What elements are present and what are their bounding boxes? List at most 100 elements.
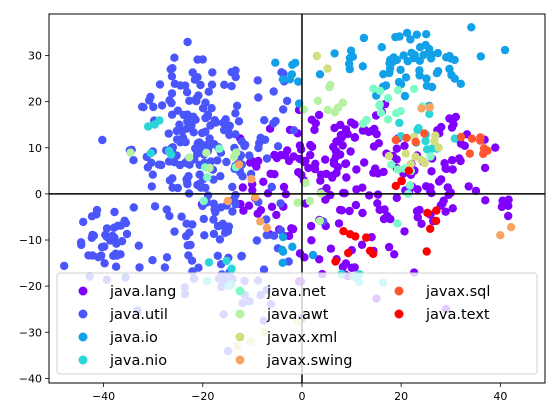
data-point [447,156,457,165]
data-point [222,157,231,167]
y-tick-label: −10 [19,234,42,247]
data-point [209,175,218,184]
data-point [389,53,398,62]
data-point [451,112,460,122]
data-point [175,120,184,129]
data-point [220,80,229,90]
y-tick-label: 20 [28,96,42,109]
data-point [278,245,287,255]
data-point [253,76,262,85]
data-point [393,86,403,95]
data-point [448,165,457,174]
data-point [98,135,107,145]
data-point [415,43,425,52]
data-point [248,186,257,195]
data-point [122,229,132,239]
data-point [295,141,305,150]
legend-marker [394,286,404,296]
data-point [420,129,429,138]
data-point [282,96,292,106]
data-point [422,74,431,83]
data-point [456,79,465,89]
data-point [301,178,310,188]
data-point [369,84,378,93]
data-point [331,257,340,266]
data-point [386,214,395,224]
data-point [434,143,443,152]
data-point [471,186,481,196]
data-point [400,91,410,101]
data-point [231,109,240,118]
data-point [498,196,507,205]
data-point [413,185,422,194]
data-point [417,104,426,113]
data-point [157,101,167,110]
data-point [315,70,325,79]
data-point [439,196,448,205]
data-point [315,216,324,226]
data-point [148,256,157,265]
x-tick-label: 40 [493,390,507,403]
series-java.io [271,23,510,267]
data-point [234,117,244,126]
data-point [164,146,174,156]
data-point [150,120,159,129]
data-point [267,182,276,192]
data-point [358,208,367,218]
data-point [419,50,428,60]
data-point [279,182,289,192]
data-point [415,71,424,80]
data-point [460,141,469,150]
data-point [102,224,112,233]
data-point [441,207,450,216]
data-point [139,103,148,112]
data-point [321,155,330,164]
data-point [196,80,205,90]
data-point [252,162,261,171]
data-point [129,203,138,212]
legend-marker [78,355,88,365]
data-point [231,66,240,75]
legend-item-javax.swing: javax.swing [235,353,352,369]
data-point [97,242,107,252]
data-point [426,187,435,196]
data-point [144,122,153,131]
data-point [246,158,255,167]
data-point [400,141,409,151]
data-point [84,251,93,260]
data-point [376,108,386,118]
legend-label: java.text [425,307,490,323]
data-point [201,98,210,107]
data-point [437,175,446,184]
legend-marker [235,355,245,365]
data-point [193,73,202,82]
data-point [234,160,244,169]
data-point [341,259,351,268]
data-point [121,218,131,228]
data-point [307,236,316,245]
data-point [387,160,396,169]
data-point [396,65,405,75]
data-point [377,43,386,52]
data-point [432,206,441,215]
data-point [231,130,240,139]
legend-marker [235,309,245,319]
data-point [422,30,431,39]
data-point [406,35,415,44]
legend-label: javax.swing [266,353,352,369]
data-point [202,148,211,157]
data-point [266,169,275,178]
data-point [401,73,411,82]
data-point [392,109,401,118]
data-point [394,77,404,87]
data-point [467,23,476,32]
data-point [87,212,97,221]
x-tick-label: 20 [394,390,408,403]
data-point [397,176,406,185]
data-point [185,153,194,162]
data-point [422,81,432,91]
data-point [425,109,434,119]
data-point [417,219,426,228]
data-point [221,115,230,124]
data-point [278,232,288,242]
